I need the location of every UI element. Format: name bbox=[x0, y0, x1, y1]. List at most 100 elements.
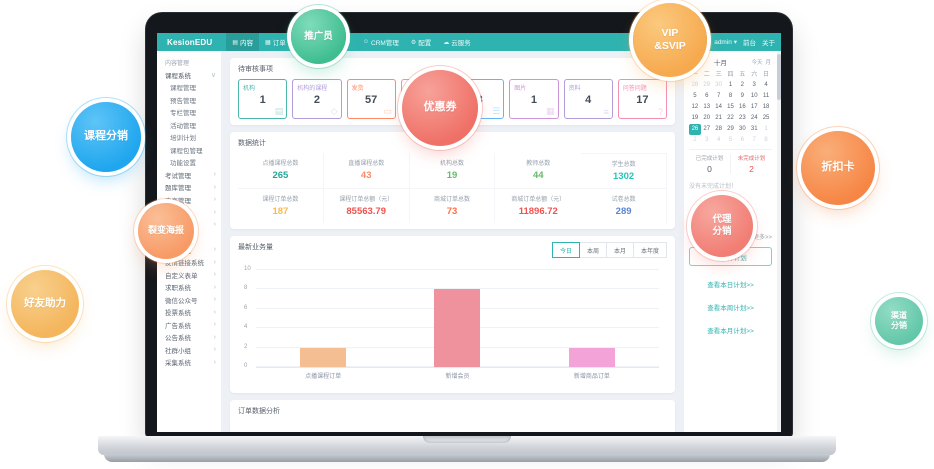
plan-link[interactable]: 查看本日计划>> bbox=[707, 282, 754, 289]
calendar-day[interactable]: 16 bbox=[739, 104, 746, 110]
sidebar-item[interactable]: 采集系统 › bbox=[157, 356, 221, 369]
calendar-day[interactable]: 1 bbox=[764, 126, 768, 132]
sidebar-item-label: 公告系统 bbox=[165, 335, 191, 343]
nav-item[interactable]: ▦ 订单 bbox=[259, 33, 292, 51]
calendar-day[interactable]: 10 bbox=[750, 93, 758, 99]
review-card[interactable]: 机构 1 ▤ bbox=[238, 79, 288, 119]
sidebar-item[interactable]: 课程包管理 bbox=[157, 144, 221, 157]
review-card[interactable]: 图片 1 ▦ bbox=[509, 79, 559, 119]
chevron-right-icon: › bbox=[213, 296, 216, 304]
calendar-day[interactable]: 11 bbox=[762, 93, 770, 99]
calendar-day[interactable]: 6 bbox=[705, 93, 709, 99]
sidebar-item[interactable]: 题库管理 › bbox=[157, 181, 221, 194]
calendar-day[interactable]: 30 bbox=[739, 126, 746, 132]
calendar-view-toggle[interactable]: 月 bbox=[765, 60, 771, 66]
chevron-right-icon: › bbox=[213, 246, 216, 254]
calendar-day[interactable]: 4 bbox=[764, 82, 768, 88]
calendar-day[interactable]: 24 bbox=[750, 115, 758, 121]
sidebar-item[interactable]: 功能设置 bbox=[157, 156, 221, 169]
calendar-day[interactable]: 9 bbox=[740, 93, 745, 99]
user-menu[interactable]: admin ▾ bbox=[714, 38, 737, 46]
plan-link[interactable]: 查看本月计划>> bbox=[707, 328, 754, 335]
chevron-right-icon: › bbox=[213, 171, 216, 179]
calendar-day[interactable]: 5 bbox=[693, 93, 697, 99]
sidebar-item[interactable]: 微信公众号 › bbox=[157, 294, 221, 307]
sidebar-item[interactable]: 公告系统 › bbox=[157, 331, 221, 344]
calendar-day[interactable]: 2 bbox=[693, 137, 697, 143]
calendar-day[interactable]: 28 bbox=[691, 82, 699, 88]
calendar-day[interactable]: 21 bbox=[715, 115, 722, 121]
calendar-day[interactable]: 1 bbox=[728, 82, 733, 88]
sidebar-item[interactable]: 投票系统 › bbox=[157, 306, 221, 319]
calendar-day[interactable]: 29 bbox=[703, 82, 711, 88]
nav-item-label: 内容 bbox=[240, 40, 254, 47]
calendar-day[interactable]: 4 bbox=[716, 137, 721, 143]
calendar-day[interactable]: 7 bbox=[716, 93, 721, 99]
sidebar-item[interactable]: 课程系统 ∨ bbox=[157, 69, 221, 82]
stat-label: 直播课程总数 bbox=[348, 161, 385, 167]
calendar-day[interactable]: 18 bbox=[762, 104, 770, 110]
chart-tab-今日[interactable]: 今日 bbox=[551, 242, 580, 258]
review-card[interactable]: 机构的课程 2 ◇ bbox=[292, 79, 342, 119]
calendar-day[interactable]: 31 bbox=[750, 126, 758, 132]
review-card[interactable]: 问答问题 17 ? bbox=[617, 79, 667, 119]
review-card[interactable]: 发货 57 ▭ bbox=[346, 79, 396, 119]
calendar-day[interactable]: 3 bbox=[752, 82, 756, 88]
calendar-day[interactable]: 14 bbox=[715, 104, 722, 110]
about-link[interactable]: 关于 bbox=[762, 40, 775, 47]
calendar-day[interactable]: 25 bbox=[762, 115, 770, 121]
stat-label: 课程订单总数 bbox=[262, 197, 299, 203]
front-site-link[interactable]: 前台 bbox=[743, 40, 756, 47]
chart-tab-本年度[interactable]: 本年度 bbox=[632, 242, 667, 258]
plan-link[interactable]: 查看本周计划>> bbox=[707, 305, 754, 312]
nav-item-icon: ▤ bbox=[232, 39, 239, 46]
nav-item[interactable]: ☺ CRM管理 bbox=[357, 33, 405, 51]
sidebar-item[interactable]: 电商管理 › bbox=[157, 194, 221, 207]
calendar-day[interactable]: 7 bbox=[752, 137, 756, 143]
view-more-link[interactable]: 查看更多>> bbox=[740, 235, 772, 241]
calendar-day[interactable]: 3 bbox=[705, 137, 709, 143]
calendar-day[interactable]: 22 bbox=[727, 115, 734, 121]
scrollbar-thumb[interactable] bbox=[777, 54, 781, 100]
calendar-day[interactable]: 30 bbox=[715, 82, 722, 88]
calendar-day[interactable]: 5 bbox=[728, 137, 733, 143]
chart-tab-本月[interactable]: 本月 bbox=[605, 242, 634, 258]
calendar-day[interactable]: 29 bbox=[727, 126, 734, 132]
sidebar-item[interactable]: 预告管理 bbox=[157, 94, 221, 107]
calendar-day[interactable]: 23 bbox=[739, 115, 746, 121]
calendar-day[interactable]: 15 bbox=[727, 104, 734, 110]
sidebar-item[interactable]: 内容管理 bbox=[157, 56, 221, 69]
plan-links: 查看本日计划>> 查看本周计划>> 查看本月计划>> bbox=[689, 279, 772, 335]
calendar-day[interactable]: 28 bbox=[715, 126, 722, 132]
nav-item[interactable]: ▤ 内容 bbox=[226, 33, 260, 51]
sidebar-item[interactable]: 专栏管理 bbox=[157, 106, 221, 119]
calendar-day[interactable]: 2 bbox=[740, 82, 745, 88]
calendar-day[interactable]: 20 bbox=[703, 115, 711, 121]
sidebar-item[interactable]: 自定义表单 › bbox=[157, 269, 221, 282]
calendar-day[interactable]: 27 bbox=[703, 126, 711, 132]
laptop-base-edge bbox=[104, 454, 830, 462]
stat-value: 289 bbox=[615, 206, 632, 217]
sidebar-item[interactable]: 活动管理 bbox=[157, 119, 221, 132]
sidebar-item[interactable]: 友情链接系统 › bbox=[157, 256, 221, 269]
scrollbar-track[interactable] bbox=[777, 51, 781, 432]
sidebar-item[interactable]: 求职系统 › bbox=[157, 281, 221, 294]
calendar-day[interactable]: 26 bbox=[689, 124, 701, 135]
sidebar-item[interactable]: 广告系统 › bbox=[157, 319, 221, 332]
calendar-day[interactable]: 19 bbox=[691, 115, 699, 121]
sidebar-item[interactable]: 培训计划 bbox=[157, 131, 221, 144]
calendar-today-button[interactable]: 今天 bbox=[751, 60, 763, 66]
calendar-day[interactable]: 8 bbox=[764, 137, 768, 143]
nav-item[interactable]: ⚙ 配置 bbox=[405, 33, 437, 51]
calendar-day[interactable]: 13 bbox=[703, 104, 711, 110]
sidebar-item[interactable]: 课程管理 bbox=[157, 81, 221, 94]
calendar-day[interactable]: 8 bbox=[728, 93, 733, 99]
calendar-day[interactable]: 12 bbox=[691, 104, 699, 110]
review-card[interactable]: 资料 4 ≡ bbox=[563, 79, 613, 119]
sidebar-item[interactable]: 考试管理 › bbox=[157, 169, 221, 182]
calendar-day[interactable]: 17 bbox=[750, 104, 758, 110]
sidebar-item[interactable]: 社群小组 › bbox=[157, 344, 221, 357]
chart-tab-本周[interactable]: 本周 bbox=[578, 242, 607, 258]
nav-item[interactable]: ☁ 云服务 bbox=[437, 33, 477, 51]
calendar-day[interactable]: 6 bbox=[740, 137, 745, 143]
